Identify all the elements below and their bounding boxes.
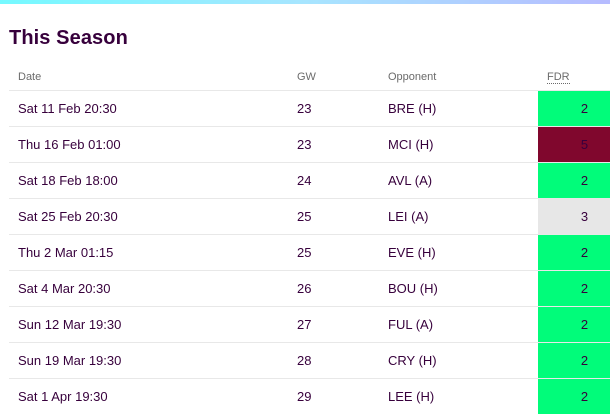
fixture-opponent: LEI (A): [379, 198, 538, 235]
fixture-rows: Sat 11 Feb 20:30 23 BRE (H) 2 Thu 16 Feb 01:…: [9, 90, 610, 414]
fixture-date: Sat 11 Feb 20:30: [9, 90, 288, 127]
fixture-difficulty-badge: 2: [538, 234, 610, 271]
fixture-difficulty-badge: 2: [538, 90, 610, 127]
fixture-gameweek: 26: [288, 270, 379, 307]
fdr-abbreviation[interactable]: FDR: [547, 71, 570, 84]
fixture-opponent: BRE (H): [379, 90, 538, 127]
table-row: Sat 4 Mar 20:30 26 BOU (H) 2: [9, 270, 610, 307]
table-row: Sat 1 Apr 19:30 29 LEE (H) 2: [9, 378, 610, 414]
fixture-difficulty-badge: 5: [538, 126, 610, 163]
fixture-date: Sun 19 Mar 19:30: [9, 342, 288, 379]
fixture-difficulty-badge: 2: [538, 378, 610, 414]
fixture-opponent: CRY (H): [379, 342, 538, 379]
table-row: Thu 16 Feb 01:00 23 MCI (H) 5: [9, 126, 610, 163]
fixture-gameweek: 25: [288, 234, 379, 271]
fixture-date: Sat 1 Apr 19:30: [9, 378, 288, 414]
table-row: Sun 19 Mar 19:30 28 CRY (H) 2: [9, 342, 610, 379]
fixture-date: Thu 16 Feb 01:00: [9, 126, 288, 163]
section-title: This Season: [9, 27, 128, 49]
fixture-difficulty-badge: 3: [538, 198, 610, 235]
fixture-gameweek: 27: [288, 306, 379, 343]
fixture-date: Thu 2 Mar 01:15: [9, 234, 288, 271]
fixture-opponent: BOU (H): [379, 270, 538, 307]
table-row: Thu 2 Mar 01:15 25 EVE (H) 2: [9, 234, 610, 271]
fixture-gameweek: 29: [288, 378, 379, 414]
top-accent-stripe: [0, 0, 610, 4]
fixture-gameweek: 23: [288, 126, 379, 163]
table-row: Sat 25 Feb 20:30 25 LEI (A) 3: [9, 198, 610, 235]
fixture-gameweek: 28: [288, 342, 379, 379]
table-header-row: Date GW Opponent FDR: [9, 64, 610, 91]
fixture-opponent: FUL (A): [379, 306, 538, 343]
fixture-opponent: LEE (H): [379, 378, 538, 414]
fixture-date: Sat 25 Feb 20:30: [9, 198, 288, 235]
table-row: Sat 11 Feb 20:30 23 BRE (H) 2: [9, 90, 610, 127]
fixtures-table: Date GW Opponent FDR Sat 11 Feb 20:30 23 B…: [9, 64, 610, 414]
fixture-difficulty-badge: 2: [538, 270, 610, 307]
fixture-opponent: AVL (A): [379, 162, 538, 199]
fixture-gameweek: 23: [288, 90, 379, 127]
fixture-gameweek: 24: [288, 162, 379, 199]
fixture-difficulty-badge: 2: [538, 342, 610, 379]
fixture-date: Sat 18 Feb 18:00: [9, 162, 288, 199]
fixture-opponent: MCI (H): [379, 126, 538, 163]
header-date: Date: [9, 64, 288, 91]
header-gw: GW: [288, 64, 379, 91]
table-row: Sun 12 Mar 19:30 27 FUL (A) 2: [9, 306, 610, 343]
header-opponent: Opponent: [379, 64, 538, 91]
fixture-difficulty-badge: 2: [538, 306, 610, 343]
table-row: Sat 18 Feb 18:00 24 AVL (A) 2: [9, 162, 610, 199]
fixture-opponent: EVE (H): [379, 234, 538, 271]
fixture-gameweek: 25: [288, 198, 379, 235]
header-fdr[interactable]: FDR: [538, 64, 610, 91]
fixture-date: Sun 12 Mar 19:30: [9, 306, 288, 343]
fixture-difficulty-badge: 2: [538, 162, 610, 199]
fixture-date: Sat 4 Mar 20:30: [9, 270, 288, 307]
